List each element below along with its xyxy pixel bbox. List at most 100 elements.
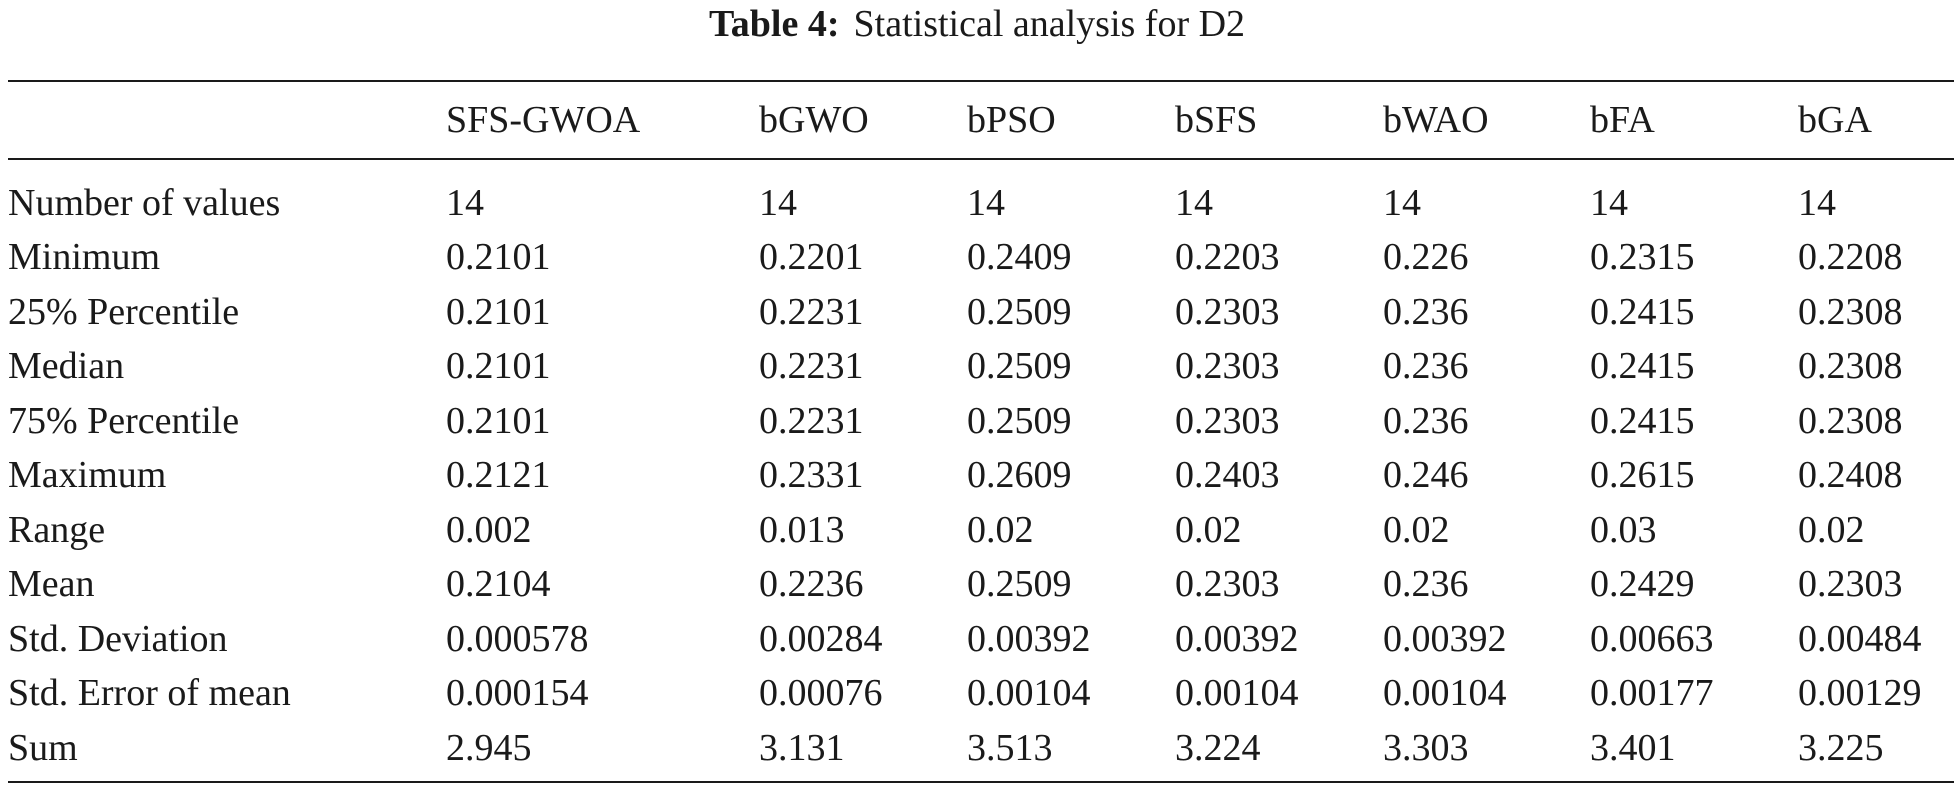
row-label-cell: Std. Error of mean — [8, 672, 291, 715]
table-row: Number of values 14 14 14 14 14 14 14 — [8, 158, 1954, 230]
value-cell: 0.2409 — [967, 236, 1072, 279]
header-cell-bfa: bFA — [1590, 99, 1655, 141]
value-cell: 0.2104 — [446, 563, 551, 606]
table-caption: Table 4: Statistical analysis for D2 — [0, 0, 1954, 48]
value-cell: 0.00104 — [1383, 672, 1507, 715]
statistics-table: SFS-GWOA bGWO bPSO bSFS bWAO bFA bGA Num… — [8, 82, 1954, 775]
value-cell: 0.2429 — [1590, 563, 1695, 606]
value-cell: 0.2609 — [967, 454, 1072, 497]
row-label-cell: Minimum — [8, 236, 161, 279]
value-cell: 0.00129 — [1798, 672, 1922, 715]
header-cell-empty — [8, 82, 446, 158]
row-label-cell: Mean — [8, 563, 95, 606]
value-cell: 0.2203 — [1175, 236, 1280, 279]
value-cell: 0.00484 — [1798, 617, 1922, 660]
row-label-cell: Std. Deviation — [8, 617, 228, 660]
table-row: Minimum 0.2101 0.2201 0.2409 0.2203 0.226 0.23… — [8, 230, 1954, 285]
table-body: Number of values 14 14 14 14 14 14 14 Minimum 0.2… — [8, 158, 1954, 775]
value-cell: 0.02 — [1383, 508, 1450, 551]
value-cell: 0.2415 — [1590, 290, 1695, 333]
value-cell: 0.2403 — [1175, 454, 1280, 497]
value-cell: 0.246 — [1383, 454, 1469, 497]
value-cell: 0.00104 — [1175, 672, 1299, 715]
value-cell: 0.2101 — [446, 290, 551, 333]
table-row: 75% Percentile 0.2101 0.2231 0.2509 0.2303 0.… — [8, 394, 1954, 449]
table-row: Std. Deviation 0.000578 0.00284 0.00392 0.00… — [8, 612, 1954, 667]
value-cell: 0.2121 — [446, 454, 551, 497]
value-cell: 14 — [1590, 182, 1628, 224]
row-label-cell: 75% Percentile — [8, 399, 240, 442]
table-row: Std. Error of mean 0.000154 0.00076 0.00104… — [8, 666, 1954, 721]
value-cell: 0.00104 — [967, 672, 1091, 715]
value-cell: 14 — [1798, 182, 1836, 224]
value-cell: 0.2201 — [759, 236, 864, 279]
value-cell: 14 — [967, 182, 1005, 224]
value-cell: 0.00076 — [759, 672, 883, 715]
value-cell: 0.00392 — [1383, 617, 1507, 660]
value-cell: 0.2509 — [967, 290, 1072, 333]
table-row: 25% Percentile 0.2101 0.2231 0.2509 0.2303 0.… — [8, 285, 1954, 340]
value-cell: 0.2236 — [759, 563, 864, 606]
value-cell: 0.2303 — [1798, 563, 1903, 606]
header-cell-bsfs: bSFS — [1175, 99, 1258, 141]
value-cell: 2.945 — [446, 726, 532, 769]
header-row: SFS-GWOA bGWO bPSO bSFS bWAO bFA bGA — [8, 82, 1954, 158]
value-cell: 0.2308 — [1798, 345, 1903, 388]
value-cell: 0.2303 — [1175, 345, 1280, 388]
row-label-cell: Maximum — [8, 454, 167, 497]
value-cell: 0.02 — [1175, 508, 1242, 551]
value-cell: 0.2101 — [446, 345, 551, 388]
value-cell: 14 — [1383, 182, 1421, 224]
table-row: Sum 2.945 3.131 3.513 3.224 3.303 3.401 3.225 — [8, 721, 1954, 776]
value-cell: 0.236 — [1383, 290, 1469, 333]
value-cell: 0.2509 — [967, 563, 1072, 606]
header-cell-bga: bGA — [1798, 99, 1872, 141]
header-rule — [8, 158, 1954, 160]
value-cell: 0.2303 — [1175, 399, 1280, 442]
header-cell-bwao: bWAO — [1383, 99, 1489, 141]
top-rule — [8, 80, 1954, 82]
value-cell: 0.2315 — [1590, 236, 1695, 279]
value-cell: 0.2303 — [1175, 563, 1280, 606]
value-cell: 3.513 — [967, 726, 1053, 769]
value-cell: 0.000578 — [446, 617, 589, 660]
table-row: Median 0.2101 0.2231 0.2509 0.2303 0.236 0.241… — [8, 339, 1954, 394]
value-cell: 0.2509 — [967, 345, 1072, 388]
value-cell: 0.00392 — [1175, 617, 1299, 660]
bottom-rule — [8, 781, 1954, 783]
value-cell: 0.2101 — [446, 236, 551, 279]
value-cell: 0.2231 — [759, 399, 864, 442]
value-cell: 14 — [1175, 182, 1213, 224]
value-cell: 3.224 — [1175, 726, 1261, 769]
value-cell: 0.2308 — [1798, 290, 1903, 333]
value-cell: 0.2615 — [1590, 454, 1695, 497]
value-cell: 0.00284 — [759, 617, 883, 660]
value-cell: 0.2208 — [1798, 236, 1903, 279]
value-cell: 0.2231 — [759, 345, 864, 388]
value-cell: 0.2408 — [1798, 454, 1903, 497]
header-cell-bgwo: bGWO — [759, 99, 869, 141]
value-cell: 0.2308 — [1798, 399, 1903, 442]
header-cell-sfs-gwoa: SFS-GWOA — [446, 99, 641, 141]
value-cell: 0.2231 — [759, 290, 864, 333]
value-cell: 0.00392 — [967, 617, 1091, 660]
row-label-cell: Range — [8, 508, 106, 551]
value-cell: 0.236 — [1383, 399, 1469, 442]
value-cell: 0.03 — [1590, 508, 1657, 551]
value-cell: 3.401 — [1590, 726, 1676, 769]
row-label-cell: Median — [8, 345, 125, 388]
value-cell: 3.303 — [1383, 726, 1469, 769]
value-cell: 3.225 — [1798, 726, 1884, 769]
value-cell: 14 — [446, 182, 484, 224]
row-label-cell: Sum — [8, 726, 78, 769]
row-label-cell: Number of values — [8, 182, 281, 224]
value-cell: 0.2509 — [967, 399, 1072, 442]
value-cell: 0.2303 — [1175, 290, 1280, 333]
value-cell: 0.00663 — [1590, 617, 1714, 660]
value-cell: 0.236 — [1383, 345, 1469, 388]
header-cell-bpso: bPSO — [967, 99, 1056, 141]
table-row: Maximum 0.2121 0.2331 0.2609 0.2403 0.246 0.26… — [8, 448, 1954, 503]
value-cell: 0.00177 — [1590, 672, 1714, 715]
value-cell: 0.2415 — [1590, 345, 1695, 388]
value-cell: 3.131 — [759, 726, 845, 769]
